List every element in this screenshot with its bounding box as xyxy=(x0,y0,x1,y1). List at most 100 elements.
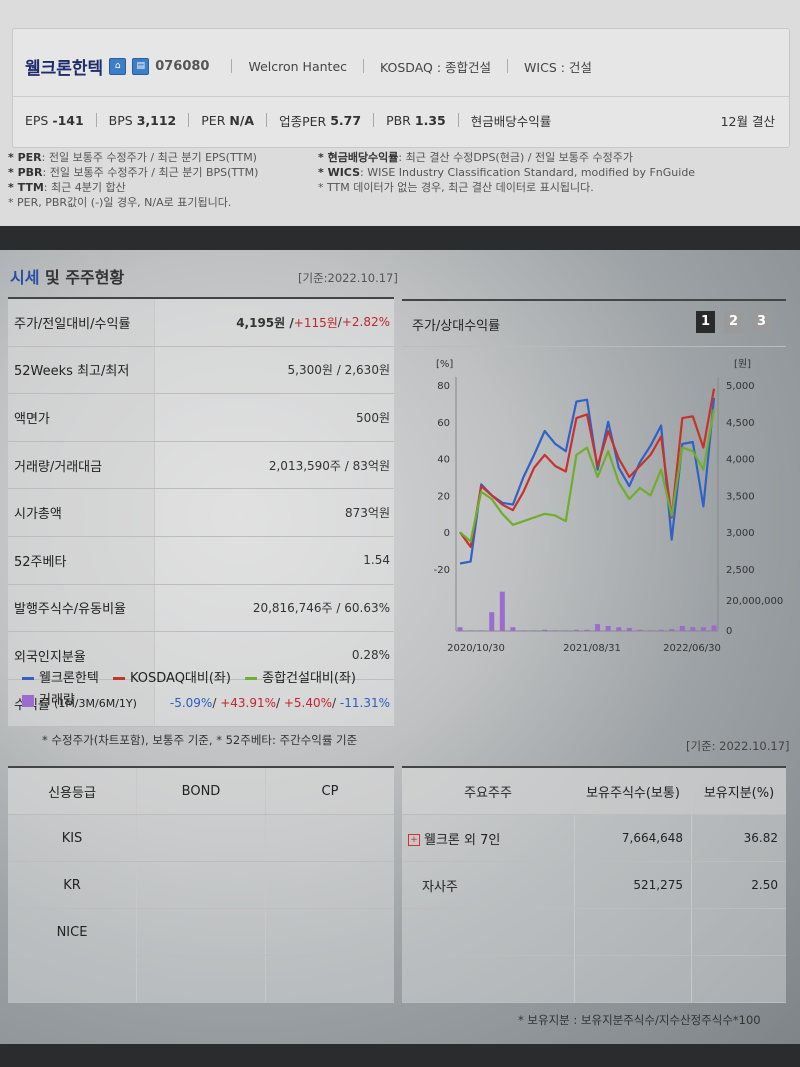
table-row: 외국인지분율 0.28% xyxy=(8,632,394,680)
table-header-row: 신용등급 BOND CP xyxy=(8,768,394,815)
volume-bar xyxy=(595,624,601,631)
header-divider xyxy=(13,96,789,97)
fiscal-month: 12월 결산 xyxy=(720,113,775,129)
wics-sector: WICS : 건설 xyxy=(524,59,592,75)
volume-tick-label: 20,000,000 xyxy=(726,596,783,607)
metric-per: PER N/A xyxy=(201,112,255,128)
credit-top-rule xyxy=(8,766,394,768)
holders-top-rule xyxy=(402,766,786,768)
table-header-row: 주요주주 보유주식수(보통) 보유지분(%) xyxy=(402,768,786,815)
legend-item[interactable]: 웰크론한텍 xyxy=(22,668,99,690)
volume-bar xyxy=(573,629,579,631)
volume-tick-label: 0 xyxy=(726,626,732,637)
left-tick-label: 80 xyxy=(437,381,450,392)
volume-bar xyxy=(552,630,558,631)
volume-bar xyxy=(457,627,463,631)
volume-bar xyxy=(489,612,495,631)
right-tick-label: 2,500 xyxy=(726,565,755,576)
note-negative: * PER, PBR값이 (-)일 경우, N/A로 표기됩니다. xyxy=(8,196,232,209)
volume-bar xyxy=(563,630,569,631)
volume-bar xyxy=(478,630,484,631)
volume-bar xyxy=(679,626,685,631)
table-row: 자사주 521,275 2.50 xyxy=(402,861,786,909)
price-footnote: * 수정주가(차트포함), 보통주 기준, * 52주베타: 주간수익률 기준 xyxy=(42,733,358,747)
volume-bar xyxy=(542,629,548,631)
volume-bar xyxy=(637,629,643,631)
note-per: * PER: 전일 보통주 수정주가 / 최근 분기 EPS(TTM) xyxy=(8,151,257,164)
note-dividend: * 현금배당수익률: 최근 결산 수정DPS(현금) / 전일 보통주 수정주가 xyxy=(318,151,634,164)
dark-bar-bottom xyxy=(0,1044,800,1067)
volume-bar xyxy=(626,627,632,631)
section-date: [기준:2022.10.17] xyxy=(298,271,398,285)
x-tick-label: 2021/08/31 xyxy=(563,643,621,654)
company-header-card: 웰크론한텍 ⌂ ▤ 076080 Welcron Hantec KOSDAQ :… xyxy=(12,28,790,148)
table-row: 주가/전일대비/수익률 4,195원 / +115원 / +2.82% xyxy=(8,299,394,347)
expand-icon[interactable]: + xyxy=(408,834,420,846)
chart-tab-1[interactable]: 1 xyxy=(696,311,715,333)
home-icon[interactable]: ⌂ xyxy=(109,57,127,75)
notes-right: * 현금배당수익률: 최근 결산 수정DPS(현금) / 전일 보통주 수정주가… xyxy=(318,150,695,195)
chart-header-rule xyxy=(402,346,786,347)
table-row xyxy=(8,955,394,1003)
dark-bar-top xyxy=(0,226,800,250)
stock-code: 076080 xyxy=(155,58,210,74)
volume-bar xyxy=(711,625,717,631)
right-tick-label: 4,000 xyxy=(726,455,755,466)
volume-bar xyxy=(690,627,696,631)
volume-bar xyxy=(648,630,653,631)
legend-item[interactable]: KOSDAQ대비(좌) xyxy=(112,668,231,690)
table-row: 시가총액 873억원 xyxy=(8,489,394,537)
market-sector: KOSDAQ : 종합건설 xyxy=(380,59,492,75)
table-row: 52Weeks 최고/최저 5,300원 / 2,630원 xyxy=(8,346,394,395)
volume-bar xyxy=(616,627,622,631)
volume-bar xyxy=(510,627,516,631)
table-row: 수익률 (1M/3M/6M/1Y) -5.09%/ +43.91%/ +5.40… xyxy=(8,679,394,728)
right-tick-label: 5,000 xyxy=(726,381,755,392)
series-line-3 xyxy=(459,408,716,543)
table-row xyxy=(402,908,786,956)
x-tick-label: 2022/06/30 xyxy=(663,643,721,654)
english-name: Welcron Hantec xyxy=(248,58,348,74)
table-row: KIS xyxy=(8,814,394,862)
table-row xyxy=(402,955,786,1003)
divider xyxy=(231,59,233,73)
table-row: 액면가 500원 xyxy=(8,394,394,442)
volume-bar xyxy=(700,627,706,631)
legend-item[interactable]: 거래량 xyxy=(22,690,75,712)
table-row: 발행주식수/유동비율 20,816,746주 / 60.63% xyxy=(8,584,394,633)
metric-eps: EPS -141 xyxy=(25,112,84,128)
left-tick-label: 40 xyxy=(437,455,450,466)
chart-tab-2[interactable]: 2 xyxy=(724,311,743,333)
metrics-row: EPS -141 BPS 3,112 PER N/A 업종PER 5.77 PBR 1.3… xyxy=(25,109,775,131)
chart-legend: 웰크론한텍 KOSDAQ대비(좌) 종합건설대비(좌) 거래량 xyxy=(22,666,392,715)
metric-pbr: PBR 1.35 xyxy=(386,112,446,128)
chart-tab-3[interactable]: 3 xyxy=(752,311,771,333)
company-title-row: 웰크론한텍 ⌂ ▤ 076080 Welcron Hantec KOSDAQ :… xyxy=(25,51,592,81)
legend-item[interactable]: 종합건설대비(좌) xyxy=(245,668,356,690)
metric-industry-per: 업종PER 5.77 xyxy=(279,112,362,129)
table-row: 52주베타 1.54 xyxy=(8,536,394,585)
table-row: KR xyxy=(8,861,394,909)
volume-bar xyxy=(499,591,505,631)
chart-title: 주가/상대수익률 xyxy=(412,319,501,334)
company-name[interactable]: 웰크론한텍 xyxy=(25,58,104,79)
price-table: 주가/전일대비/수익률 4,195원 / +115원 / +2.82% 52We… xyxy=(8,299,394,728)
volume-bar xyxy=(468,630,474,631)
note-ttm-missing: * TTM 데이터가 없는 경우, 최근 결산 데이터로 표시됩니다. xyxy=(318,181,594,194)
price-chart: [%] [원] 80 60 40 20 0 -20 5,000 4,500 4,000 3,500 3,… xyxy=(434,358,784,654)
right-tick-label: 4,500 xyxy=(726,418,755,429)
notes-left: * PER: 전일 보통주 수정주가 / 최근 분기 EPS(TTM) * PB… xyxy=(8,150,258,210)
volume-bar xyxy=(521,630,526,631)
chart-top-rule xyxy=(402,299,786,301)
metric-bps: BPS 3,112 xyxy=(108,112,177,128)
holders-footnote: * 보유지분 : 보유지분주식수/지수산정주식수*100 xyxy=(518,1013,761,1027)
table-row[interactable]: + 웰크론 외 7인 7,664,648 36.82 xyxy=(402,814,786,862)
volume-bar xyxy=(584,629,590,631)
note-ttm: * TTM: 최근 4분기 합산 xyxy=(8,181,126,194)
series-line-2 xyxy=(459,388,716,548)
report-icon[interactable]: ▤ xyxy=(132,57,150,75)
divider xyxy=(363,59,365,73)
table-row: 거래량/거래대금 2,013,590주 / 83억원 xyxy=(8,441,394,490)
series-line-1 xyxy=(459,397,716,565)
volume-bar xyxy=(658,629,664,631)
